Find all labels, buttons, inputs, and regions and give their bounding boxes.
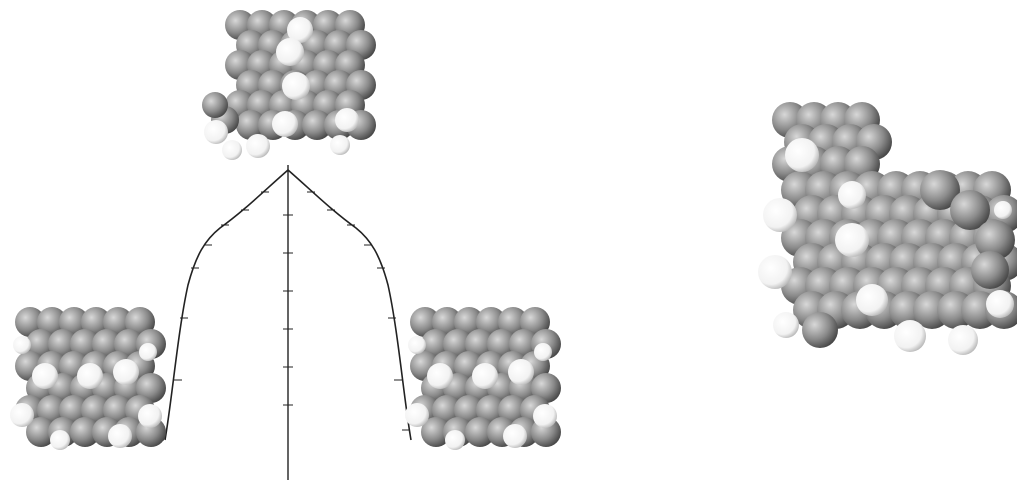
hydrogen-atom: [773, 312, 799, 338]
hydrogen-atom: [32, 363, 58, 389]
hydrogen-atom: [138, 404, 162, 428]
hydrogen-atom: [108, 424, 132, 448]
hydrogen-atom: [994, 201, 1012, 219]
hydrogen-atom: [330, 135, 350, 155]
hydrogen-atom: [508, 359, 534, 385]
hydrogen-atom: [272, 111, 298, 137]
carbon-atom: [202, 92, 228, 118]
hydrogen-atom: [763, 198, 797, 232]
hydrogen-atom: [948, 325, 978, 355]
hydrogen-atom: [986, 290, 1014, 318]
hydrogen-atom: [77, 363, 103, 389]
hydrogen-atom: [222, 140, 242, 160]
figure: [0, 0, 1017, 481]
hydrogen-atom: [408, 336, 426, 354]
left-molecule: [10, 307, 166, 450]
hydrogen-atom: [758, 255, 792, 289]
hydrogen-atom: [139, 343, 157, 361]
hydrogen-atom: [533, 404, 557, 428]
page: {} (() => { const NS = 'http://www.w3.or…: [0, 0, 1017, 481]
hydrogen-atom: [894, 320, 926, 352]
hydrogen-atom: [282, 72, 310, 100]
hydrogen-atom: [405, 403, 429, 427]
carbon-atom: [971, 251, 1009, 289]
hydrogen-atom: [445, 430, 465, 450]
molecules: [10, 10, 1017, 450]
hydrogen-atom: [835, 223, 869, 257]
side-molecule: [758, 102, 1017, 355]
right-molecule: [405, 307, 561, 450]
hydrogen-atom: [534, 343, 552, 361]
hydrogen-atom: [427, 363, 453, 389]
hydrogen-atom: [276, 38, 304, 66]
energy-profile: [165, 165, 411, 480]
hydrogen-atom: [472, 363, 498, 389]
hydrogen-atom: [856, 284, 888, 316]
hydrogen-atom: [335, 108, 359, 132]
hydrogen-atom: [10, 403, 34, 427]
hydrogen-atom: [13, 336, 31, 354]
hydrogen-atom: [503, 424, 527, 448]
carbon-atom: [802, 312, 838, 348]
hydrogen-atom: [838, 181, 866, 209]
hydrogen-atom: [113, 359, 139, 385]
axis-ticks: [151, 192, 410, 444]
top-molecule: [202, 10, 376, 160]
hydrogen-atom: [204, 120, 228, 144]
hydrogen-atom: [246, 134, 270, 158]
hydrogen-atom: [50, 430, 70, 450]
hydrogen-atom: [785, 138, 819, 172]
